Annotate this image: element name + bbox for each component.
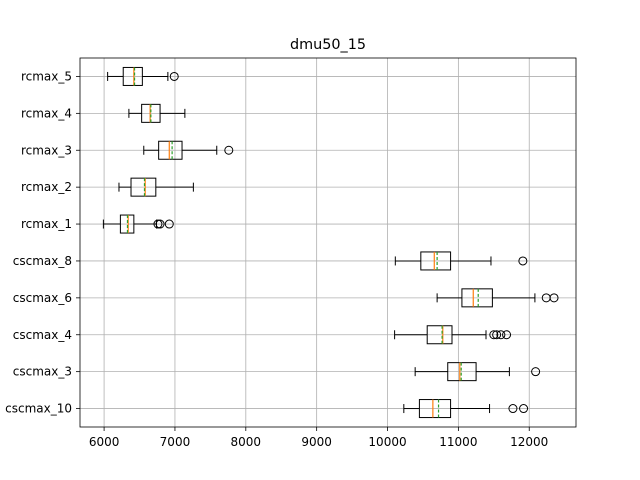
box-rcmax_4 bbox=[128, 103, 186, 123]
outlier-point bbox=[489, 330, 499, 340]
y-tick-label: rcmax_2 bbox=[21, 180, 72, 194]
x-tick-label: 10000 bbox=[368, 435, 406, 449]
x-tick-label: 9000 bbox=[301, 435, 332, 449]
iqr-box bbox=[130, 177, 157, 197]
outlier-point bbox=[508, 404, 518, 414]
axes-frame bbox=[79, 57, 577, 428]
outlier-point bbox=[155, 219, 165, 229]
outlier-point bbox=[153, 219, 163, 229]
iqr-box bbox=[122, 66, 143, 86]
x-tick-label: 12000 bbox=[510, 435, 548, 449]
iqr-box bbox=[420, 251, 452, 271]
y-tick-label: rcmax_3 bbox=[21, 143, 72, 157]
outlier-point bbox=[549, 293, 559, 303]
box-rcmax_5 bbox=[107, 66, 179, 86]
outlier-point bbox=[169, 71, 179, 81]
outlier-point bbox=[164, 219, 174, 229]
y-tick-label: cscmax_10 bbox=[5, 402, 72, 416]
iqr-box bbox=[426, 325, 453, 345]
y-tick-label: rcmax_1 bbox=[21, 217, 72, 231]
box-cscmax_10 bbox=[403, 399, 529, 419]
box-cscmax_8 bbox=[394, 251, 528, 271]
iqr-box bbox=[461, 288, 493, 308]
box-cscmax_6 bbox=[436, 288, 559, 308]
box-rcmax_2 bbox=[118, 177, 194, 197]
chart-title: dmu50_15 bbox=[290, 37, 366, 53]
outlier-point bbox=[519, 404, 529, 414]
y-tick-label: cscmax_8 bbox=[13, 254, 72, 268]
x-tick-label: 8000 bbox=[231, 435, 262, 449]
iqr-box bbox=[447, 362, 477, 382]
x-tick-label: 6000 bbox=[89, 435, 120, 449]
x-tick-label: 11000 bbox=[439, 435, 477, 449]
box-rcmax_1 bbox=[102, 214, 174, 234]
x-tick-label: 7000 bbox=[160, 435, 191, 449]
box-rcmax_3 bbox=[143, 140, 234, 160]
iqr-box bbox=[418, 399, 452, 419]
iqr-box bbox=[158, 140, 183, 160]
outlier-point bbox=[224, 145, 234, 155]
outlier-point bbox=[518, 256, 528, 266]
outlier-point bbox=[531, 367, 541, 377]
outlier-point bbox=[502, 330, 512, 340]
box-cscmax_4 bbox=[394, 325, 512, 345]
grid-layer bbox=[80, 58, 576, 427]
y-tick-label: cscmax_4 bbox=[13, 328, 72, 342]
y-tick-label: cscmax_6 bbox=[13, 291, 72, 305]
y-tick-label: rcmax_5 bbox=[21, 69, 72, 83]
box-cscmax_3 bbox=[414, 362, 541, 382]
outlier-point bbox=[496, 330, 506, 340]
y-tick-label: cscmax_3 bbox=[13, 365, 72, 379]
box-layer bbox=[102, 66, 559, 419]
outlier-point bbox=[492, 330, 502, 340]
axis-layer: 6000 7000 8000 9000 10000 11000 12000 cscmax_10… bbox=[5, 57, 577, 449]
y-tick-label: rcmax_4 bbox=[21, 106, 72, 120]
